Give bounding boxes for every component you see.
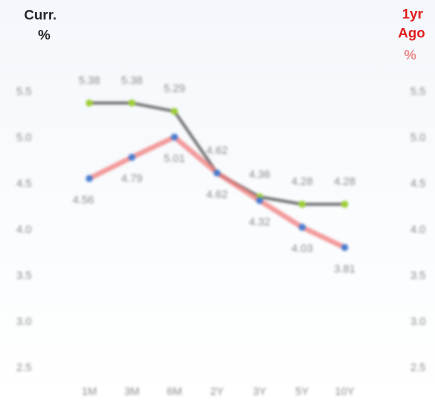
y-axis-unit: % <box>38 27 51 43</box>
marker <box>341 200 349 208</box>
data-label: 4.03 <box>291 243 312 255</box>
x-tick-label: 5Y <box>295 386 309 398</box>
data-label: 5.01 <box>164 153 185 165</box>
marker <box>298 200 306 208</box>
x-tick-label: 6M <box>167 386 182 398</box>
marker <box>85 174 93 182</box>
plot: 2.5 3.0 3.5 4.0 4.5 5.0 5.5 2.5 3.0 3.5 4.0 4.5 5.0 5… <box>16 75 425 398</box>
x-tick-label: 3M <box>124 386 139 398</box>
marker <box>256 197 264 205</box>
y-tick-label: 2.5 <box>16 362 31 374</box>
y-tick-label: 4.5 <box>16 178 31 190</box>
x-tick-label: 2Y <box>210 386 224 398</box>
data-label: 4.62 <box>206 145 227 157</box>
data-label: 4.79 <box>121 173 142 185</box>
data-label: 5.38 <box>121 75 142 87</box>
data-label: 4.62 <box>206 189 227 201</box>
y2-tick-label: 2.5 <box>410 362 425 374</box>
marker <box>341 243 349 251</box>
x-tick-label: 3Y <box>253 386 267 398</box>
y-tick-label: 3.0 <box>16 316 31 328</box>
x-tick-label: 10Y <box>335 386 355 398</box>
marker <box>85 99 93 107</box>
y2-tick-label: 5.0 <box>410 132 425 144</box>
data-label: 3.81 <box>334 263 355 275</box>
data-label: 5.29 <box>164 83 185 95</box>
y-tick-label: 5.0 <box>16 132 31 144</box>
y2-axis-subtitle: Ago <box>398 25 425 41</box>
data-label: 4.28 <box>334 176 355 188</box>
data-label: 4.28 <box>291 176 312 188</box>
y-axis-title: Curr. <box>24 7 57 23</box>
y-tick-label: 5.5 <box>16 86 31 98</box>
y2-axis-title: 1yr <box>402 6 424 22</box>
y-tick-label: 4.0 <box>16 224 31 236</box>
x-tick-label: 1M <box>82 386 97 398</box>
marker <box>170 107 178 115</box>
y2-tick-label: 3.5 <box>410 270 425 282</box>
data-label: 4.56 <box>73 194 94 206</box>
marker <box>128 153 136 161</box>
y2-tick-label: 5.5 <box>410 86 425 98</box>
marker <box>128 99 136 107</box>
marker <box>298 223 306 231</box>
marker <box>213 169 221 177</box>
y2-tick-label: 4.0 <box>410 224 425 236</box>
data-label: 4.36 <box>249 169 270 181</box>
y-tick-label: 3.5 <box>16 270 31 282</box>
data-label: 5.38 <box>79 75 100 87</box>
data-label: 4.32 <box>249 216 270 228</box>
y2-axis-unit: % <box>404 47 417 63</box>
y2-tick-label: 4.5 <box>410 178 425 190</box>
y2-tick-label: 3.0 <box>410 316 425 328</box>
marker <box>170 133 178 141</box>
